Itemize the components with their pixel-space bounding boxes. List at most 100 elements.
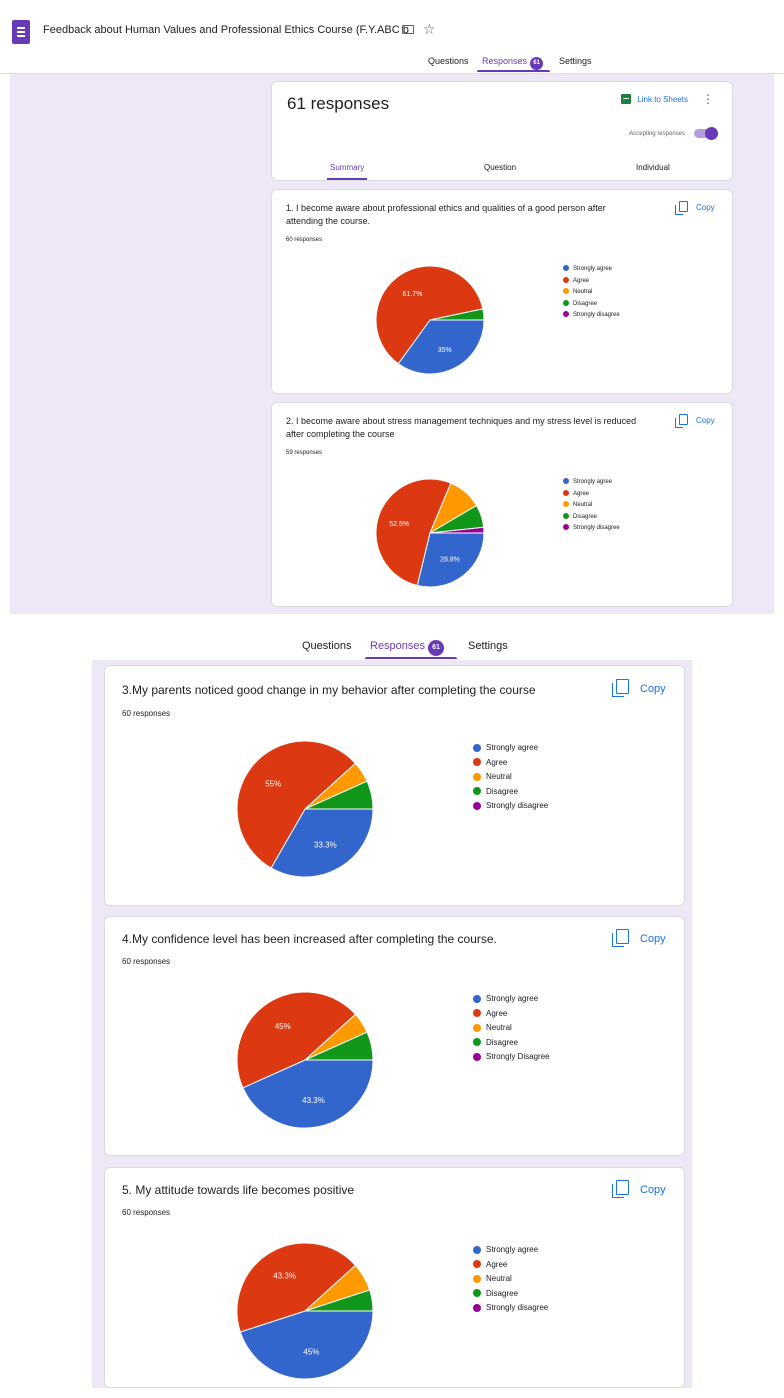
legend-label: Disagree bbox=[486, 1288, 519, 1298]
legend-dot-icon bbox=[563, 489, 569, 496]
question-title: 2. I become aware about stress managemen… bbox=[286, 416, 637, 439]
slice-label: 33.3% bbox=[314, 840, 337, 849]
legend-dot-icon bbox=[563, 524, 569, 531]
legend-dot-icon bbox=[473, 994, 481, 1003]
summary-tab-indicator bbox=[327, 178, 367, 180]
legend-label: Strongly disagree bbox=[573, 525, 620, 531]
link-to-sheets-button[interactable]: Link to Sheets bbox=[621, 94, 688, 104]
tab-settings[interactable]: Settings bbox=[559, 56, 592, 66]
subtab-individual[interactable]: Individual bbox=[636, 163, 670, 172]
pie-slice bbox=[416, 532, 485, 588]
legend-dot-icon bbox=[473, 1038, 481, 1047]
legend-item: Agree bbox=[473, 756, 548, 771]
forms-logo-icon[interactable] bbox=[12, 20, 30, 44]
copy-icon bbox=[675, 201, 688, 215]
legend-label: Agree bbox=[573, 277, 590, 284]
legend-label: Strongly agree bbox=[486, 743, 539, 752]
pie-slice bbox=[429, 308, 485, 321]
pie-slice bbox=[239, 1310, 374, 1380]
response-count-label: 60 responses bbox=[122, 709, 171, 718]
legend-dot-icon bbox=[473, 743, 481, 752]
tab-responses-2[interactable]: Responses 61 bbox=[370, 640, 445, 656]
pie-chart: 28.8% 52.5% bbox=[375, 478, 485, 588]
legend-dot-icon bbox=[563, 501, 569, 508]
legend-item: Neutral bbox=[563, 287, 620, 299]
legend-label: Agree bbox=[486, 1008, 508, 1018]
legend-item: Strongly agree bbox=[473, 992, 550, 1007]
pie-slice bbox=[242, 1059, 374, 1129]
tab-questions-2[interactable]: Questions bbox=[302, 640, 352, 652]
copy-chart-button[interactable]: Copy bbox=[674, 201, 715, 215]
legend-dot-icon bbox=[563, 299, 569, 306]
legend-dot-icon bbox=[473, 1303, 481, 1312]
legend-item: Strongly disagree bbox=[563, 523, 620, 535]
response-count-label: 60 responses bbox=[122, 957, 171, 966]
chart-legend: Strongly agree Agree Neutral Disagree Strong… bbox=[473, 1243, 548, 1316]
legend-dot-icon bbox=[563, 311, 569, 318]
slice-label: 45% bbox=[303, 1347, 319, 1356]
copy-chart-button[interactable]: Copy bbox=[674, 414, 715, 428]
pie-slice bbox=[236, 740, 357, 869]
legend-item: Strongly disagree bbox=[473, 799, 548, 814]
legend-dot-icon bbox=[473, 1052, 481, 1061]
response-count-label: 60 responses bbox=[122, 1208, 171, 1217]
legend-label: Neutral bbox=[573, 289, 593, 295]
legend-item: Strongly agree bbox=[563, 477, 620, 489]
pie-slice bbox=[270, 808, 374, 878]
more-options-icon[interactable]: ⋮ bbox=[702, 92, 714, 106]
legend-label: Disagree bbox=[486, 786, 519, 796]
legend-item: Disagree bbox=[473, 1287, 548, 1302]
legend-label: Agree bbox=[486, 1259, 508, 1269]
star-icon[interactable]: ☆ bbox=[423, 21, 436, 37]
summary-card: 61 responses Link to Sheets ⋮ Accepting … bbox=[271, 81, 733, 181]
pie-chart: 35% 61.7% bbox=[375, 265, 485, 375]
legend-item: Disagree bbox=[473, 1036, 550, 1051]
copy-chart-button[interactable]: Copy bbox=[611, 1180, 666, 1198]
legend-dot-icon bbox=[563, 512, 569, 519]
legend-label: Strongly disagree bbox=[573, 312, 620, 318]
copy-icon bbox=[612, 1180, 629, 1198]
tab-responses-label: Responses bbox=[482, 56, 528, 66]
pie-slice bbox=[397, 319, 485, 375]
legend-label: Disagree bbox=[486, 1037, 519, 1047]
question-title: 4.My confidence level has been increased… bbox=[122, 932, 497, 946]
legend-label: Strongly disagree bbox=[486, 801, 549, 810]
responses-panel: 61 responses Link to Sheets ⋮ Accepting … bbox=[10, 74, 774, 614]
folder-icon[interactable] bbox=[402, 25, 414, 34]
question-card: 5. My attitude towards life becomes posi… bbox=[104, 1167, 685, 1388]
tab-responses[interactable]: Responses 61 bbox=[482, 56, 544, 70]
form-title[interactable]: Feedback about Human Values and Professi… bbox=[43, 24, 409, 36]
legend-item: Agree bbox=[563, 489, 620, 501]
response-count-label: 59 responses bbox=[286, 450, 323, 456]
legend-dot-icon bbox=[473, 772, 481, 781]
tab-questions[interactable]: Questions bbox=[428, 56, 469, 66]
chart-legend: Strongly agree Agree Neutral Disagree Strong… bbox=[473, 992, 550, 1065]
subtab-summary[interactable]: Summary bbox=[330, 163, 365, 172]
legend-label: Agree bbox=[486, 757, 508, 767]
legend-dot-icon bbox=[473, 1023, 481, 1032]
slice-label: 28.8% bbox=[440, 557, 460, 564]
question-card: 3.My parents noticed good change in my b… bbox=[104, 665, 685, 906]
response-count: 61 responses bbox=[287, 94, 390, 113]
copy-chart-button[interactable]: Copy bbox=[611, 679, 666, 697]
copy-chart-button[interactable]: Copy bbox=[611, 929, 666, 947]
pie-chart: 43.3% 45% bbox=[236, 991, 374, 1129]
sheets-icon bbox=[621, 94, 632, 104]
copy-label: Copy bbox=[640, 1184, 666, 1196]
accepting-responses-toggle[interactable] bbox=[694, 127, 718, 140]
legend-item: Strongly agree bbox=[473, 741, 548, 756]
subtab-question[interactable]: Question bbox=[484, 163, 517, 172]
question-card: 1. I become aware about professional eth… bbox=[271, 189, 733, 394]
legend-item: Disagree bbox=[563, 299, 620, 311]
slice-label: 43.3% bbox=[302, 1096, 325, 1105]
legend-item: Neutral bbox=[563, 500, 620, 512]
accepting-responses-label: Accepting responses bbox=[629, 131, 685, 137]
tab-settings-2[interactable]: Settings bbox=[468, 640, 508, 652]
legend-dot-icon bbox=[473, 787, 481, 796]
legend-label: Neutral bbox=[486, 772, 512, 781]
legend-label: Strongly agree bbox=[573, 266, 613, 272]
chart-legend: Strongly agree Agree Neutral Disagree Strong… bbox=[473, 741, 548, 814]
legend-label: Disagree bbox=[573, 300, 598, 307]
tab-responses-label-2: Responses bbox=[370, 640, 426, 652]
legend-label: Strongly agree bbox=[486, 1245, 539, 1254]
